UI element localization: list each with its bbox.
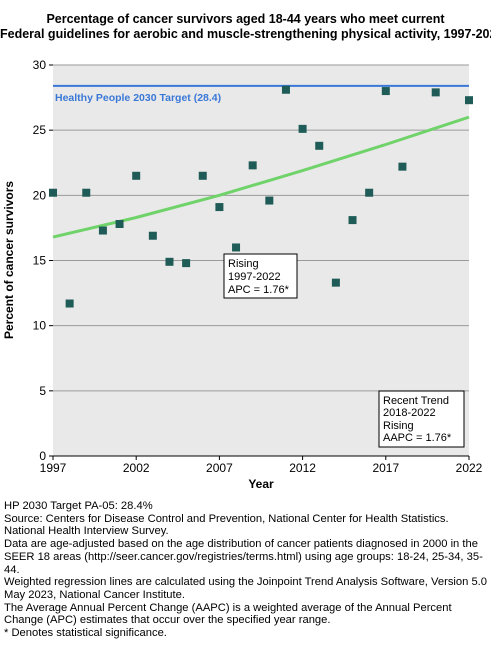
chart-title: Percentage of cancer survivors aged 18-4…	[0, 12, 491, 42]
data-point	[82, 188, 91, 197]
data-point	[431, 88, 440, 97]
data-point	[331, 278, 340, 287]
footnote-significance: * Denotes statistical significance.	[4, 627, 167, 640]
data-point	[232, 243, 241, 252]
footnote-aapc: The Average Annual Percent Change (AAPC)…	[4, 601, 452, 627]
apc-annotation-line-1: Rising	[228, 258, 259, 270]
aapc-annotation: Recent Trend 2018-2022 Rising AAPC = 1.7…	[378, 390, 465, 448]
x-tick-label: 2012	[289, 461, 316, 475]
footnote-age-adjusted: Data are age-adjusted based on the age d…	[4, 538, 483, 576]
footnote-target: HP 2030 Target PA-05: 28.4%	[4, 500, 153, 512]
x-tick-label: 2022	[456, 461, 483, 475]
data-point	[365, 188, 374, 197]
data-point	[148, 231, 157, 240]
aapc-annotation-line-1: Recent Trend	[383, 395, 449, 407]
y-tick-label: 30	[33, 58, 47, 72]
data-point	[165, 257, 174, 266]
y-axis-label: Percent of cancer survivors	[2, 181, 16, 339]
apc-annotation: Rising 1997-2022 APC = 1.76*	[223, 253, 298, 299]
data-point	[132, 171, 141, 180]
data-point	[348, 216, 357, 225]
data-point	[465, 96, 473, 105]
y-tick-label: 20	[33, 188, 47, 202]
data-point	[65, 299, 74, 308]
x-axis-ticks: 1997 2002 2007 2012 2017 2022	[40, 455, 483, 475]
data-point	[398, 162, 407, 171]
y-tick-label: 25	[33, 123, 47, 137]
x-axis-label: Year	[248, 477, 274, 491]
x-tick-label: 2007	[206, 461, 233, 475]
aapc-annotation-line-2: 2018-2022	[383, 407, 436, 419]
y-tick-label: 15	[33, 254, 47, 268]
chart-title-line-1: Percentage of cancer survivors aged 18-4…	[46, 12, 445, 26]
data-point	[315, 141, 324, 150]
data-point	[115, 220, 124, 229]
data-point	[98, 226, 107, 235]
data-point	[248, 161, 257, 170]
y-tick-label: 0	[39, 449, 46, 463]
x-tick-label: 1997	[40, 461, 67, 475]
y-tick-label: 10	[33, 319, 47, 333]
data-point	[298, 124, 307, 133]
target-line-label: Healthy People 2030 Target (28.4)	[55, 92, 221, 104]
x-tick-label: 2017	[372, 461, 399, 475]
data-point	[198, 171, 207, 180]
data-point	[281, 85, 290, 94]
apc-annotation-line-3: APC = 1.76*	[228, 284, 290, 296]
aapc-annotation-line-3: Rising	[383, 420, 414, 432]
data-point	[265, 196, 274, 205]
y-axis-ticks: 0 5 10 15 20 25 30	[33, 58, 53, 463]
data-point	[381, 87, 390, 96]
data-point	[215, 203, 224, 212]
data-point	[182, 259, 191, 268]
aapc-annotation-line-4: AAPC = 1.76*	[383, 432, 452, 444]
footnote-regression: Weighted regression lines are calculated…	[4, 576, 487, 601]
data-points	[49, 85, 473, 308]
footnotes: HP 2030 Target PA-05: 28.4% Source: Cent…	[4, 500, 488, 640]
data-point	[49, 188, 57, 197]
apc-annotation-line-2: 1997-2022	[228, 271, 281, 283]
y-tick-label: 5	[39, 384, 46, 398]
x-tick-label: 2002	[123, 461, 150, 475]
chart-title-line-2: Federal guidelines for aerobic and muscl…	[0, 27, 491, 41]
footnote-source: Source: Centers for Disease Control and …	[4, 512, 449, 538]
